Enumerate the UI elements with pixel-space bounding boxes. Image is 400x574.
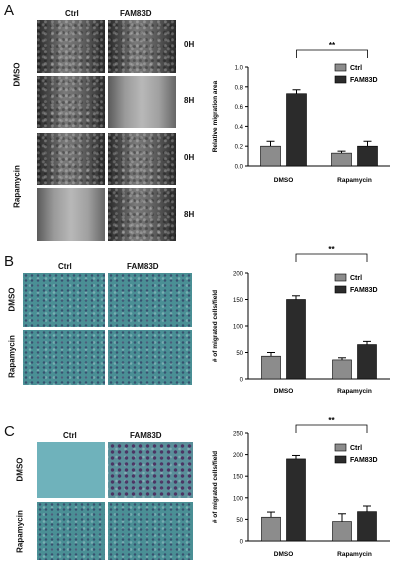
x-tick-label-rapamycin: Rapamycin: [337, 388, 372, 395]
time-label-8h-rapa: 8H: [184, 210, 195, 219]
bar-fam83d-rapamycin: [357, 145, 378, 167]
row-label-rapamycin-b: Rapamycin: [7, 335, 17, 378]
y-tick-label: 0.4: [235, 125, 244, 131]
significance-marker: **: [328, 416, 335, 425]
legend-label-ctrl: Ctrl: [350, 65, 362, 72]
panel-letter-c: C: [4, 423, 15, 440]
bar-fam83d-dmso: [286, 458, 306, 542]
micrograph-b-rapa-fam83d: [108, 330, 192, 385]
time-label-0h-rapa: 0H: [184, 153, 195, 162]
y-tick-label: 200: [233, 272, 244, 278]
legend-swatch-fam83d: [334, 285, 347, 294]
micrograph-b-dmso-ctrl: [23, 273, 105, 327]
bar-fam83d-dmso: [286, 299, 306, 380]
micrograph-a-rapa-ctrl-0h: [37, 133, 105, 185]
y-tick-label: 1.0: [235, 66, 244, 72]
significance-bracket: [295, 424, 368, 433]
significance-marker: **: [328, 245, 335, 254]
x-tick-label-rapamycin: Rapamycin: [337, 551, 372, 558]
bar-ctrl-rapamycin: [332, 359, 352, 380]
legend-swatch-fam83d: [334, 75, 347, 84]
time-label-0h-dmso: 0H: [184, 40, 195, 49]
y-tick-label: 0: [240, 378, 244, 384]
x-tick-label-dmso: DMSO: [274, 388, 294, 395]
bar-fam83d-rapamycin: [357, 344, 377, 380]
legend-swatch-ctrl: [334, 443, 347, 452]
time-label-8h-dmso: 8H: [184, 96, 195, 105]
micrograph-a-dmso-fam83d-8h: [108, 76, 176, 128]
significance-bracket: [295, 253, 368, 262]
y-tick-label: 0.6: [235, 105, 244, 111]
y-axis-label: Relative migration area: [212, 80, 219, 152]
y-tick-label: 250: [233, 432, 244, 438]
x-tick-label-dmso: DMSO: [274, 551, 294, 558]
bar-chart-b: 0 50 100 150 200 # of migrated cells/field DMS…: [212, 245, 390, 395]
micrograph-a-rapa-fam83d-0h: [108, 133, 176, 185]
legend-label-ctrl: Ctrl: [350, 275, 362, 282]
bar-ctrl-rapamycin: [331, 152, 352, 167]
legend-swatch-ctrl: [334, 273, 347, 282]
y-tick-label: 150: [233, 298, 244, 304]
col-label-ctrl-a: Ctrl: [65, 9, 79, 18]
y-tick-label: 50: [236, 351, 243, 357]
y-tick-label: 150: [233, 475, 244, 481]
legend-label-fam83d: FAM83D: [350, 287, 378, 294]
micrograph-b-rapa-ctrl: [23, 330, 105, 385]
micrograph-c-dmso-ctrl: [37, 442, 105, 498]
micrograph-a-dmso-fam83d-0h: [108, 20, 176, 73]
micrograph-a-dmso-ctrl-8h: [37, 76, 105, 128]
micrograph-c-rapa-fam83d: [108, 502, 193, 560]
panel-letter-b: B: [4, 253, 15, 270]
bar-fam83d-rapamycin: [357, 511, 377, 542]
legend-label-ctrl: Ctrl: [350, 445, 362, 452]
col-label-fam83d-b: FAM83D: [127, 262, 159, 271]
y-tick-label: 0: [240, 540, 244, 546]
y-tick-label: 0.0: [235, 165, 244, 171]
x-tick-label-dmso: DMSO: [274, 177, 294, 184]
y-tick-label: 200: [233, 453, 244, 459]
col-label-ctrl-c: Ctrl: [63, 431, 77, 440]
bar-chart-c: 0 50 100 150 200 250 # of migrated cells/field…: [212, 416, 390, 558]
y-axis-label: # of migrated cells/field: [212, 290, 219, 362]
bar-chart-a: 0.0 0.2 0.4 0.6 0.8 1.0 Relative migration are…: [212, 41, 390, 184]
row-label-dmso-a: DMSO: [12, 62, 22, 87]
bar-ctrl-dmso: [261, 516, 281, 542]
micrograph-c-rapa-ctrl: [37, 502, 105, 560]
panel-letter-a: A: [4, 2, 15, 19]
micrograph-c-dmso-fam83d: [108, 442, 193, 498]
micrograph-a-rapa-fam83d-8h: [108, 188, 176, 241]
significance-marker: **: [329, 41, 336, 50]
x-tick-label-rapamycin: Rapamycin: [337, 177, 372, 184]
y-tick-label: 0.2: [235, 145, 244, 151]
col-label-ctrl-b: Ctrl: [58, 262, 72, 271]
col-label-fam83d-a: FAM83D: [120, 9, 152, 18]
y-tick-label: 0.8: [235, 85, 244, 91]
y-tick-label: 50: [236, 518, 243, 524]
legend-swatch-ctrl: [334, 63, 347, 72]
col-label-fam83d-c: FAM83D: [130, 431, 162, 440]
row-label-rapamycin-c: Rapamycin: [15, 510, 25, 553]
bar-fam83d-dmso: [286, 93, 307, 167]
y-axis-label: # of migrated cells/field: [212, 451, 219, 523]
y-tick-label: 100: [233, 496, 244, 502]
micrograph-a-rapa-ctrl-8h: [37, 188, 105, 241]
row-label-rapamycin-a: Rapamycin: [12, 165, 22, 208]
bar-ctrl-dmso: [260, 145, 281, 167]
legend-swatch-fam83d: [334, 455, 347, 464]
micrograph-a-dmso-ctrl-0h: [37, 20, 105, 73]
micrograph-b-dmso-fam83d: [108, 273, 192, 327]
bar-ctrl-rapamycin: [332, 521, 352, 542]
bar-ctrl-dmso: [261, 355, 281, 380]
legend-label-fam83d: FAM83D: [350, 457, 378, 464]
significance-bracket: [296, 49, 368, 58]
y-tick-label: 100: [233, 325, 244, 331]
legend-label-fam83d: FAM83D: [350, 77, 378, 84]
